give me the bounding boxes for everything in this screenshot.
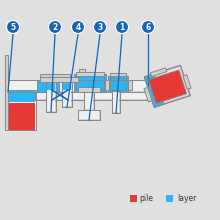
Bar <box>144 74 164 107</box>
Bar <box>79 69 85 72</box>
Bar <box>46 82 56 112</box>
Bar <box>47 82 55 90</box>
Circle shape <box>48 20 62 33</box>
Text: 2: 2 <box>52 22 58 31</box>
Bar <box>76 72 104 76</box>
Bar <box>40 74 70 82</box>
Bar <box>166 195 173 202</box>
Text: 5: 5 <box>10 22 16 31</box>
Bar <box>46 82 56 112</box>
Bar <box>105 80 109 90</box>
Text: 1: 1 <box>119 22 125 31</box>
Bar <box>108 76 128 92</box>
Text: pile: pile <box>139 194 153 203</box>
Bar <box>110 78 126 90</box>
Bar <box>62 82 72 107</box>
Bar <box>40 77 78 82</box>
Bar <box>76 76 104 90</box>
Bar <box>8 80 158 92</box>
Circle shape <box>7 20 20 33</box>
Text: 4: 4 <box>75 22 81 31</box>
Bar <box>85 91 93 109</box>
Bar <box>144 87 152 102</box>
Bar <box>8 90 36 130</box>
Bar <box>8 80 158 92</box>
Text: 6: 6 <box>145 22 151 31</box>
Bar <box>63 82 71 90</box>
Bar <box>148 70 187 104</box>
Bar <box>112 91 120 113</box>
Bar <box>35 92 160 100</box>
Bar <box>47 83 55 111</box>
Bar <box>35 92 160 100</box>
Bar <box>74 74 106 92</box>
Circle shape <box>116 20 128 33</box>
Bar <box>9 103 35 130</box>
Bar <box>62 82 72 107</box>
Bar <box>9 81 157 91</box>
Bar <box>78 87 100 92</box>
Bar <box>8 90 36 130</box>
Bar <box>37 80 59 92</box>
Bar <box>78 110 100 120</box>
Circle shape <box>141 20 154 33</box>
Bar <box>112 91 120 113</box>
Bar <box>36 93 159 99</box>
Bar <box>144 65 190 107</box>
Bar <box>79 111 99 119</box>
Bar <box>128 80 132 90</box>
Bar <box>78 110 100 120</box>
Circle shape <box>72 20 84 33</box>
Bar <box>130 195 137 202</box>
Bar <box>144 65 190 107</box>
Circle shape <box>94 20 106 33</box>
Bar <box>84 90 94 110</box>
Bar <box>150 68 167 77</box>
Text: 3: 3 <box>97 22 103 31</box>
Bar <box>183 75 191 89</box>
Bar <box>113 92 119 112</box>
Bar <box>9 90 35 102</box>
Bar <box>110 73 126 76</box>
Text: layer: layer <box>177 194 196 203</box>
Bar <box>147 68 188 105</box>
Bar <box>84 90 94 110</box>
Bar <box>36 92 51 97</box>
Bar <box>63 83 71 106</box>
Bar <box>5 55 8 130</box>
